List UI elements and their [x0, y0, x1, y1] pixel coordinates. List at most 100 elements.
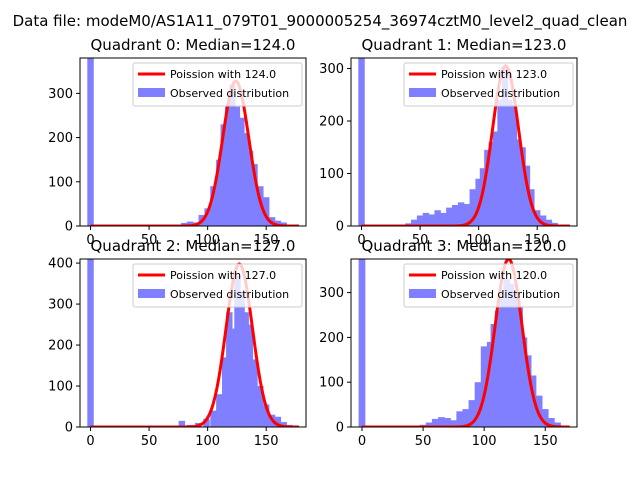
legend-label-model: Poission with 127.0	[170, 269, 276, 282]
quadrant-2-panel: 0 50 100 150 0 100 200 300 400 Quadrant 2: Median…	[48, 237, 307, 449]
histogram-bar	[463, 203, 471, 226]
histogram-bar	[510, 105, 517, 226]
quadrant-1-panel: 0 50 100 150 0 100 200 300 Quadrant 1: Median=12…	[319, 36, 578, 248]
histogram-bar	[246, 324, 254, 427]
histogram-bar	[262, 197, 270, 226]
histogram-bar	[507, 283, 515, 427]
x-tick-label: 150	[254, 434, 279, 449]
x-tick-label: 0	[357, 233, 365, 248]
model-curve	[90, 262, 299, 427]
panel-title: Quadrant 3: Median=120.0	[362, 237, 567, 255]
histogram-bar	[262, 404, 270, 427]
panel-title: Quadrant 2: Median=127.0	[91, 237, 296, 255]
histogram-bar	[501, 68, 509, 226]
histogram-bar	[233, 106, 241, 226]
x-tick-label: 100	[195, 434, 220, 449]
histogram-bar	[474, 382, 482, 427]
histogram-bar	[210, 410, 217, 427]
histogram-bar	[486, 341, 494, 427]
histogram-bar	[468, 400, 476, 427]
histogram-bar	[87, 259, 94, 427]
legend: Poission with 123.0 Observed distribution	[403, 62, 574, 107]
histogram-bar	[210, 186, 217, 226]
panel-title: Quadrant 1: Median=123.0	[362, 36, 567, 54]
histogram-bar	[462, 409, 470, 427]
histogram-bar	[519, 147, 526, 226]
x-tick-label: 0	[86, 233, 94, 248]
legend-label-observed: Observed distribution	[170, 288, 289, 301]
figure-suptitle: Data file: modeM0/AS1A11_079T01_90000052…	[13, 12, 628, 31]
histogram-bar	[280, 422, 287, 427]
histogram-bar	[484, 149, 491, 226]
legend-swatch-observed	[409, 289, 436, 298]
histogram-bar	[446, 207, 453, 226]
histogram-bar	[497, 100, 504, 226]
axes-frame	[79, 258, 307, 428]
y-tick-label: 0	[336, 220, 344, 235]
histogram-bar	[431, 418, 439, 427]
histogram-bar	[457, 202, 465, 226]
legend-swatch-observed	[409, 88, 436, 97]
histogram-bar	[516, 306, 523, 427]
plot-area	[358, 58, 570, 226]
plot-area	[87, 259, 299, 427]
legend-box	[403, 263, 574, 308]
y-tick-label: 100	[48, 175, 73, 190]
histogram-bar	[514, 139, 522, 226]
quadrant-0-panel: 0 50 100 150 0 100 200 300 Quadrant 0: Median=12…	[48, 36, 307, 248]
histogram-bar	[545, 219, 553, 226]
histogram-bar	[230, 328, 237, 427]
x-tick-label: 50	[141, 233, 158, 248]
histogram-bar	[274, 416, 282, 427]
histogram-bar	[87, 58, 94, 226]
histogram-bar	[469, 189, 477, 226]
y-tick-label: 0	[336, 421, 344, 436]
y-tick-label: 200	[48, 131, 73, 146]
legend-label-model: Poission with 124.0	[170, 68, 276, 81]
histogram-bar	[216, 159, 223, 226]
legend-box	[132, 263, 303, 308]
histogram-bar	[186, 221, 194, 226]
y-tick-label: 200	[48, 339, 73, 354]
histogram-bar	[499, 297, 506, 427]
histogram-bar	[511, 297, 519, 427]
histogram-bar	[524, 355, 532, 427]
histogram-bar	[203, 418, 210, 427]
histogram-bar	[204, 208, 211, 226]
y-tick-label: 100	[48, 380, 73, 395]
x-tick-label: 0	[86, 434, 94, 449]
histogram-bar	[494, 310, 502, 427]
x-tick-label: 50	[412, 233, 429, 248]
y-tick-label: 0	[65, 421, 73, 436]
histogram-bar	[238, 291, 245, 427]
y-tick-label: 300	[319, 286, 344, 301]
histogram-bar	[428, 214, 436, 226]
legend-label-model: Poission with 120.0	[441, 269, 547, 282]
histogram-bar	[216, 394, 223, 427]
histogram-bar	[480, 346, 488, 427]
histogram-bar	[422, 212, 430, 226]
histogram-bar	[520, 337, 528, 427]
y-tick-label: 200	[319, 331, 344, 346]
histogram-bar	[451, 205, 459, 226]
legend: Poission with 120.0 Observed distribution	[403, 263, 574, 308]
axes-frame	[350, 57, 578, 227]
quadrant-3-panel: 0 50 100 150 0 100 200 300 Quadrant 3: Median=12…	[319, 237, 578, 449]
histogram-bar	[434, 210, 441, 226]
legend-swatch-observed	[138, 289, 165, 298]
histogram-bar	[257, 386, 264, 427]
histogram-bar	[274, 220, 282, 226]
x-tick-label: 150	[254, 233, 279, 248]
histogram-bar	[246, 150, 254, 226]
x-tick-label: 50	[141, 434, 158, 449]
histogram-bar	[488, 142, 496, 226]
histogram-bar	[229, 84, 236, 226]
legend-box	[403, 62, 574, 107]
x-tick-label: 150	[525, 233, 550, 248]
histogram-bar	[238, 117, 245, 226]
x-tick-label: 0	[358, 434, 366, 449]
histogram-bar	[242, 312, 249, 427]
histogram-bar	[416, 215, 424, 226]
histogram-bar	[358, 259, 366, 427]
